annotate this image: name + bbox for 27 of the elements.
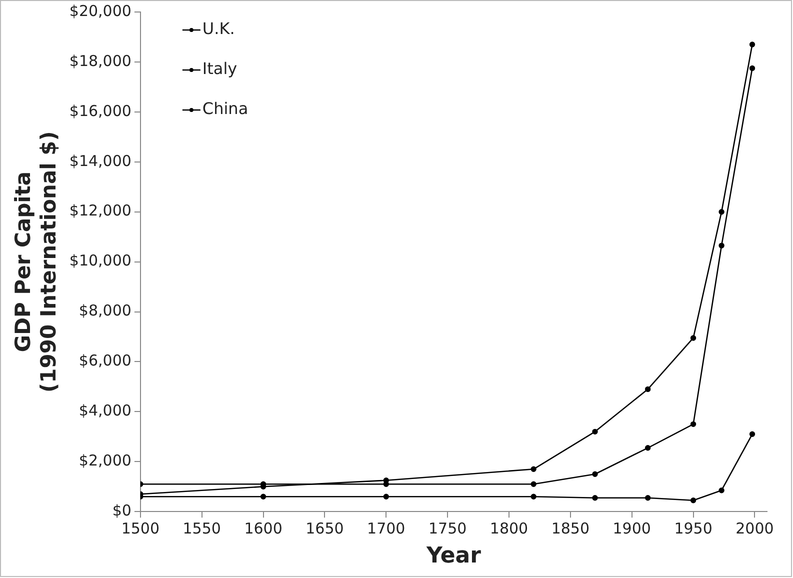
x-tick-label: 1500 xyxy=(121,519,160,538)
x-tick-label: 1550 xyxy=(182,519,221,538)
y-tick-label: $4,000 xyxy=(78,402,132,420)
x-tick-label: 1600 xyxy=(244,519,282,538)
x-tick-label: 1900 xyxy=(612,519,651,538)
y-tick-label: $2,000 xyxy=(78,452,132,470)
y-tick-label: $0 xyxy=(112,501,132,520)
y-tick-label: $8,000 xyxy=(78,302,132,320)
y-tick-label: $12,000 xyxy=(69,202,132,220)
x-axis-title: Year xyxy=(425,544,482,569)
legend-label: China xyxy=(202,99,248,118)
x-tick-label: 1950 xyxy=(674,519,712,538)
y-tick-label: $10,000 xyxy=(69,252,132,270)
y-tick-label: $20,000 xyxy=(69,2,132,20)
x-tick-label: 1750 xyxy=(428,519,467,538)
x-tick-label: 1700 xyxy=(367,519,406,538)
y-tick-label: $14,000 xyxy=(69,152,132,170)
y-tick-label: $18,000 xyxy=(69,52,132,70)
x-tick-label: 2000 xyxy=(736,519,774,538)
y-tick-label: $16,000 xyxy=(69,102,132,120)
legend-label: U.K. xyxy=(202,19,235,38)
y-tick-label: $6,000 xyxy=(78,352,132,370)
y-axis-title: GDP Per Capita (1990 International $) xyxy=(11,131,60,392)
x-tick-label: 1850 xyxy=(551,519,590,538)
x-tick-label: 1800 xyxy=(490,519,528,538)
legend-label: Italy xyxy=(202,59,238,78)
x-tick-label: 1650 xyxy=(306,519,344,538)
